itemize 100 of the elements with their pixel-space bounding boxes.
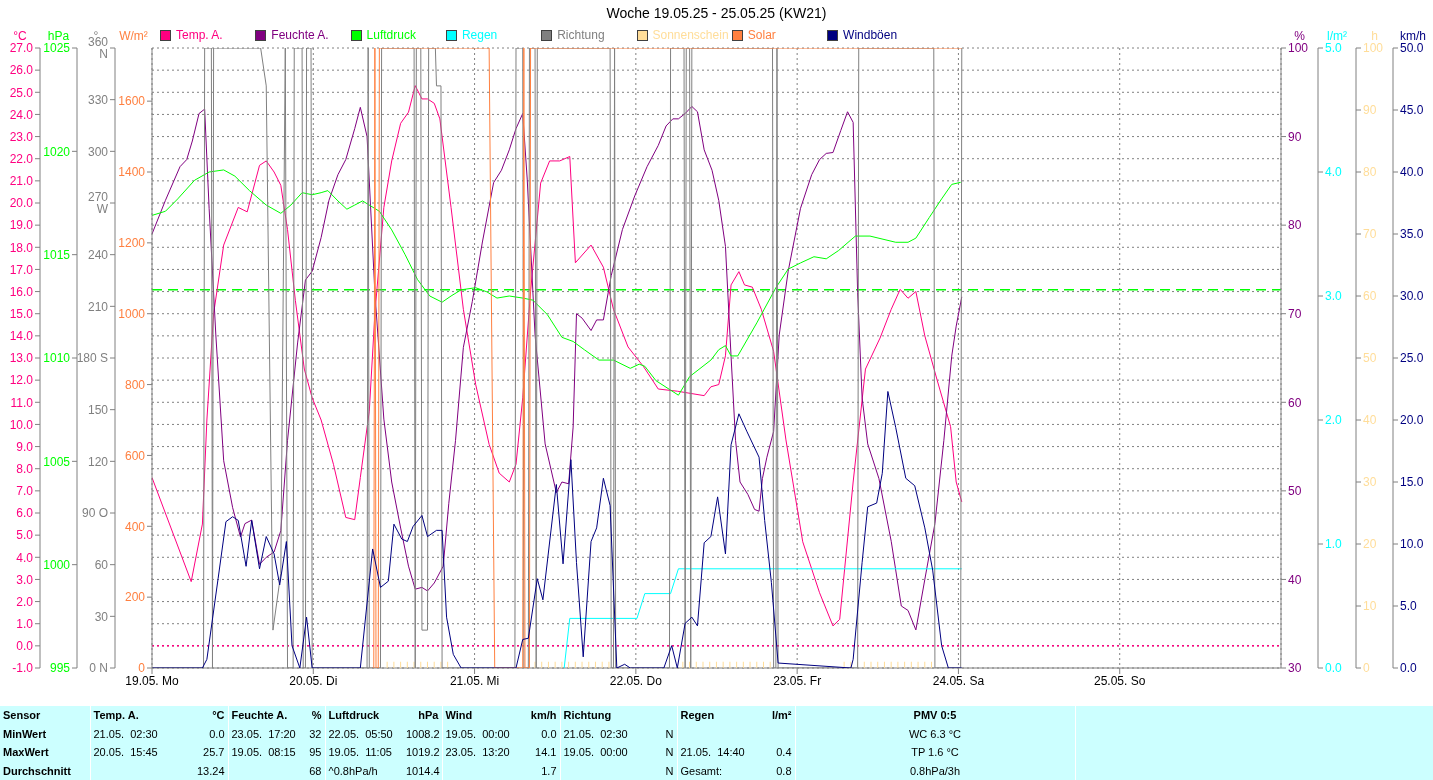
- y3-tick-label: 100: [1363, 41, 1384, 56]
- text: 1019.2: [406, 746, 440, 759]
- y-tick-label: 13.0: [9, 351, 34, 366]
- legend-label: Regen: [461, 28, 498, 42]
- text: Temp. A.: [93, 709, 139, 722]
- y-tick-label: 0: [138, 661, 146, 676]
- text: Regen: [680, 709, 715, 722]
- y3-tick-label: 1025: [43, 41, 71, 56]
- text: 0.8hPa/3h: [909, 764, 961, 777]
- text: 19.05. 11:05: [328, 746, 392, 759]
- y-tick-label: 2.0: [16, 594, 34, 609]
- text: 23.05. 13:20: [445, 746, 510, 759]
- y-tick-label: 1600: [118, 94, 146, 109]
- y2-tick-label: 60: [1288, 395, 1302, 410]
- text: N: [665, 764, 674, 777]
- text: 68: [309, 764, 322, 777]
- y3-tick-label: 1010: [43, 351, 71, 366]
- text: 21.05. 14:40: [680, 746, 745, 759]
- text: N: [665, 727, 674, 740]
- y-tick-label: 18.0: [9, 240, 34, 255]
- text: 32: [309, 727, 322, 740]
- y-tick-label: 30: [94, 609, 109, 624]
- y-tick-label: 20.0: [9, 196, 34, 211]
- text: 0.0: [541, 727, 557, 740]
- y-tick-label: 6.0: [16, 506, 34, 521]
- y3-tick-label: 0: [1363, 661, 1370, 676]
- y-tick-label: 12.0: [9, 373, 34, 388]
- y-tick-label: 14.0: [9, 329, 34, 344]
- text: 95: [309, 746, 322, 759]
- text: Richtung: [563, 709, 612, 722]
- y-tick-label: 0.0: [16, 639, 34, 654]
- chart-title: Woche 19.05.25 - 25.05.25 (KW21): [605, 5, 828, 21]
- y-tick-label: 0 N: [89, 661, 108, 676]
- y2-tick-label: 45.0: [1400, 103, 1424, 118]
- y-tick-label: 270 W: [87, 190, 109, 217]
- text: 13.24: [196, 764, 225, 777]
- y-tick-label: -1.0: [12, 661, 34, 676]
- y-axis-title: W/m²: [119, 29, 148, 43]
- text: PMV 0:5: [913, 709, 957, 722]
- y2-tick-label: 5.0: [1325, 41, 1343, 56]
- text: 1.7: [541, 764, 557, 777]
- y-tick-label: 200: [124, 590, 146, 605]
- y-tick-label: 4.0: [16, 550, 34, 565]
- y-tick-label: 26.0: [9, 63, 34, 78]
- y-tick-label: 60: [94, 557, 109, 572]
- text: 19.05. 00:00: [563, 746, 628, 759]
- legend-label: Richtung: [557, 28, 605, 42]
- y3-tick-label: 20: [1363, 537, 1377, 552]
- y-tick-label: 17.0: [9, 262, 34, 277]
- y3-axis-title: h: [1371, 29, 1378, 43]
- text: Gesamt:: [680, 764, 723, 777]
- text: TP 1.6 °C: [911, 746, 959, 759]
- text: Luftdruck: [328, 709, 380, 722]
- text: 1014.4: [406, 764, 440, 777]
- y-tick-label: 7.0: [16, 484, 34, 499]
- y-tick-label: 800: [124, 377, 146, 392]
- text: hPa: [418, 709, 439, 722]
- legend-label: Temp. A.: [176, 28, 223, 42]
- y2-tick-label: 0.0: [1325, 661, 1343, 676]
- y3-tick-label: 70: [1363, 227, 1377, 242]
- y2-tick-label: 3.0: [1325, 289, 1343, 304]
- y2-tick-label: 70: [1288, 306, 1302, 321]
- y-tick-label: 15.0: [9, 306, 34, 321]
- y-tick-label: 3.0: [16, 572, 34, 587]
- text: Durchschnitt: [3, 764, 71, 777]
- text: N: [665, 746, 674, 759]
- y-tick-label: 400: [124, 519, 146, 534]
- y-tick-label: 16.0: [9, 284, 34, 299]
- y2-tick-label: 40.0: [1400, 165, 1424, 180]
- text: 21.05. 02:30: [93, 727, 158, 740]
- text: 0.8: [776, 764, 792, 777]
- y-tick-label: 180 S: [76, 351, 108, 366]
- y-tick-label: 25.0: [9, 85, 34, 100]
- y-tick-label: 1000: [118, 306, 146, 321]
- text: 0.4: [776, 746, 792, 759]
- x-tick-label: 20.05. Di: [289, 673, 338, 688]
- y3-tick-label: 10: [1363, 599, 1377, 614]
- y-tick-label: 600: [124, 448, 146, 463]
- y2-tick-label: 5.0: [1400, 599, 1418, 614]
- y-tick-label: 23.0: [9, 129, 34, 144]
- y2-axis-title: l/m²: [1327, 29, 1347, 43]
- x-tick-label: 22.05. Do: [609, 673, 663, 688]
- y2-tick-label: 25.0: [1400, 351, 1424, 366]
- y-tick-label: 330: [87, 92, 109, 107]
- y-tick-label: 11.0: [10, 395, 34, 410]
- y-tick-label: 150: [87, 402, 109, 417]
- y-tick-label: 19.0: [9, 218, 34, 233]
- text: 19.05. 08:15: [231, 746, 296, 759]
- y2-tick-label: 30: [1288, 661, 1302, 676]
- y2-tick-label: 15.0: [1400, 475, 1424, 490]
- x-tick-label: 24.05. Sa: [932, 673, 985, 688]
- y3-tick-label: 1020: [43, 144, 71, 159]
- text: 22.05. 05:50: [328, 727, 393, 740]
- text: 14.1: [535, 746, 557, 759]
- y2-tick-label: 50: [1288, 484, 1302, 499]
- y3-tick-label: 90: [1363, 103, 1377, 118]
- y2-tick-label: 80: [1288, 218, 1302, 233]
- y2-tick-label: 40: [1288, 572, 1302, 587]
- y3-tick-label: 1000: [43, 557, 71, 572]
- y-tick-label: 1400: [118, 165, 146, 180]
